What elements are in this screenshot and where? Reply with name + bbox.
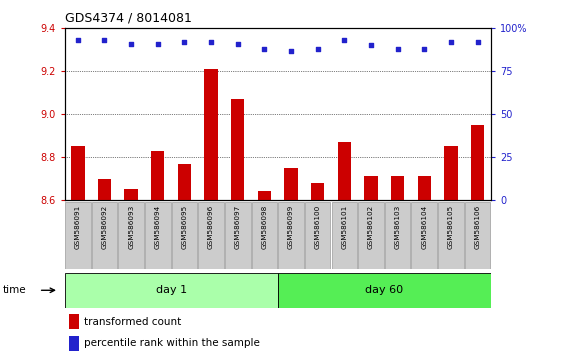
FancyBboxPatch shape bbox=[385, 202, 411, 269]
Bar bbox=[338, 142, 351, 200]
Bar bbox=[278, 273, 491, 308]
Text: time: time bbox=[3, 285, 26, 295]
Text: day 60: day 60 bbox=[365, 285, 403, 295]
Text: GSM586098: GSM586098 bbox=[261, 205, 268, 249]
Text: GSM586104: GSM586104 bbox=[421, 205, 427, 249]
Point bbox=[287, 48, 296, 53]
Point bbox=[260, 46, 269, 52]
FancyBboxPatch shape bbox=[91, 202, 117, 269]
Bar bbox=[178, 164, 191, 200]
Point bbox=[393, 46, 402, 52]
Text: GSM586092: GSM586092 bbox=[102, 205, 108, 249]
FancyBboxPatch shape bbox=[305, 202, 330, 269]
Bar bbox=[417, 176, 431, 200]
FancyBboxPatch shape bbox=[251, 202, 277, 269]
Text: GDS4374 / 8014081: GDS4374 / 8014081 bbox=[65, 12, 191, 25]
Bar bbox=[364, 176, 378, 200]
Text: GSM586106: GSM586106 bbox=[475, 205, 481, 249]
Point bbox=[447, 39, 456, 45]
FancyBboxPatch shape bbox=[118, 202, 144, 269]
Bar bbox=[391, 176, 404, 200]
Point bbox=[233, 41, 242, 47]
Point bbox=[313, 46, 322, 52]
Point bbox=[127, 41, 136, 47]
Bar bbox=[71, 146, 85, 200]
Text: GSM586093: GSM586093 bbox=[128, 205, 134, 249]
Bar bbox=[69, 336, 80, 350]
Text: GSM586101: GSM586101 bbox=[341, 205, 347, 249]
Bar bbox=[204, 69, 218, 200]
Point bbox=[153, 41, 162, 47]
Bar bbox=[471, 125, 484, 200]
FancyBboxPatch shape bbox=[278, 202, 304, 269]
Text: GSM586097: GSM586097 bbox=[234, 205, 241, 249]
FancyBboxPatch shape bbox=[225, 202, 251, 269]
Point bbox=[473, 39, 482, 45]
Bar bbox=[231, 99, 245, 200]
Text: GSM586102: GSM586102 bbox=[368, 205, 374, 249]
Text: GSM586094: GSM586094 bbox=[155, 205, 161, 249]
Text: percentile rank within the sample: percentile rank within the sample bbox=[84, 338, 260, 348]
FancyBboxPatch shape bbox=[465, 202, 490, 269]
FancyBboxPatch shape bbox=[198, 202, 224, 269]
Text: GSM586105: GSM586105 bbox=[448, 205, 454, 249]
Text: GSM586103: GSM586103 bbox=[394, 205, 401, 249]
Point bbox=[180, 39, 189, 45]
FancyBboxPatch shape bbox=[358, 202, 384, 269]
Point bbox=[100, 38, 109, 43]
Bar bbox=[311, 183, 324, 200]
Point bbox=[340, 38, 349, 43]
FancyBboxPatch shape bbox=[65, 202, 91, 269]
Bar bbox=[151, 151, 164, 200]
Point bbox=[420, 46, 429, 52]
Text: day 1: day 1 bbox=[155, 285, 187, 295]
Point bbox=[73, 38, 82, 43]
FancyBboxPatch shape bbox=[332, 202, 357, 269]
Bar bbox=[69, 314, 80, 329]
Point bbox=[206, 39, 215, 45]
Bar bbox=[65, 273, 278, 308]
FancyBboxPatch shape bbox=[411, 202, 437, 269]
Bar bbox=[125, 189, 138, 200]
Text: GSM586100: GSM586100 bbox=[315, 205, 321, 249]
FancyBboxPatch shape bbox=[145, 202, 171, 269]
Text: GSM586091: GSM586091 bbox=[75, 205, 81, 249]
Point bbox=[366, 43, 375, 48]
Text: transformed count: transformed count bbox=[84, 317, 181, 327]
Text: GSM586099: GSM586099 bbox=[288, 205, 294, 249]
Bar bbox=[284, 168, 298, 200]
Bar bbox=[98, 178, 111, 200]
Text: GSM586095: GSM586095 bbox=[181, 205, 187, 249]
FancyBboxPatch shape bbox=[438, 202, 464, 269]
FancyBboxPatch shape bbox=[172, 202, 197, 269]
Bar bbox=[257, 192, 271, 200]
Text: GSM586096: GSM586096 bbox=[208, 205, 214, 249]
Bar bbox=[444, 146, 458, 200]
